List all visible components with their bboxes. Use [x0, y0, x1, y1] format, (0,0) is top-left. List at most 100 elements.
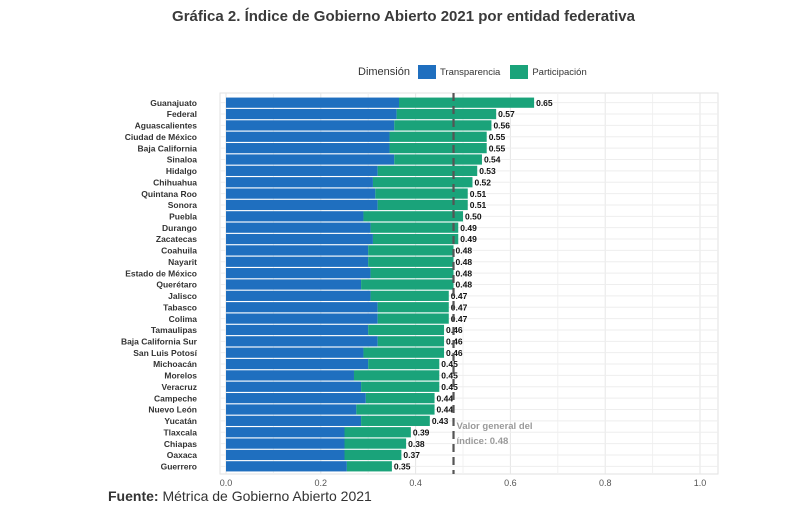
bar-transparencia	[226, 347, 364, 358]
bar-transparencia	[226, 211, 364, 222]
bar-participacion	[370, 222, 459, 233]
total-label: 0.54	[484, 155, 501, 165]
bar-participacion	[399, 97, 535, 108]
category-label: Quintana Roo	[141, 189, 197, 199]
bar-transparencia	[226, 188, 376, 199]
category-label: Chihuahua	[153, 177, 197, 187]
bar-transparencia	[226, 199, 378, 211]
bar-transparencia	[226, 427, 345, 438]
bar-transparencia	[226, 143, 390, 154]
total-label: 0.39	[413, 427, 430, 437]
x-tick-label: 1.0	[694, 478, 707, 488]
category-label: Campeche	[154, 393, 197, 403]
bar-participacion	[394, 154, 482, 165]
category-label: Baja California Sur	[121, 337, 198, 347]
total-label: 0.57	[498, 109, 515, 119]
total-label: 0.50	[465, 212, 482, 222]
bar-transparencia	[226, 279, 362, 290]
total-label: 0.53	[479, 166, 496, 176]
total-label: 0.51	[470, 189, 487, 199]
category-label: Michoacán	[153, 359, 197, 369]
category-label: Nayarit	[168, 257, 197, 267]
category-label: Nuevo León	[148, 405, 197, 415]
bar-transparencia	[226, 381, 362, 392]
bar-participacion	[344, 449, 402, 461]
bar-participacion	[394, 120, 492, 131]
chart-title: Gráfica 2. Índice de Gobierno Abierto 20…	[172, 8, 635, 25]
bar-participacion	[344, 427, 411, 438]
bar-transparencia	[226, 256, 369, 267]
category-label: Coahuila	[161, 246, 197, 256]
total-label: 0.35	[394, 462, 411, 472]
x-tick-label: 0.8	[599, 478, 612, 488]
bar-transparencia	[226, 415, 362, 426]
bar-transparencia	[226, 131, 390, 142]
total-label: 0.47	[451, 291, 468, 301]
bar-participacion	[361, 415, 430, 426]
bar-transparencia	[226, 393, 366, 404]
total-label: 0.56	[493, 121, 510, 131]
bar-transparencia	[226, 108, 397, 120]
source-text: Métrica de Gobierno Abierto 2021	[162, 488, 372, 504]
legend-swatch-participacion	[510, 65, 529, 79]
total-label: 0.55	[489, 132, 506, 142]
total-label: 0.51	[470, 200, 487, 210]
bar-transparencia	[226, 324, 369, 336]
category-label: Baja California	[137, 143, 197, 153]
bar-participacion	[377, 199, 468, 211]
category-label: Morelos	[164, 371, 197, 381]
total-label: 0.48	[456, 280, 473, 290]
category-label: Chiapas	[164, 439, 197, 449]
bar-transparencia	[226, 268, 371, 279]
reference-label-line2: índice: 0.48	[457, 436, 509, 447]
category-label: Veracruz	[162, 382, 197, 392]
total-label: 0.44	[437, 393, 454, 403]
category-label: Yucatán	[164, 416, 197, 426]
category-label: Tamaulipas	[151, 325, 197, 335]
bar-participacion	[363, 211, 463, 222]
legend-title: Dimensión	[358, 66, 410, 78]
bar-transparencia	[226, 336, 378, 347]
total-label: 0.43	[432, 416, 449, 426]
bar-participacion	[372, 233, 459, 245]
category-label: Tlaxcala	[163, 427, 197, 437]
bar-participacion	[368, 324, 445, 336]
bar-participacion	[368, 358, 440, 370]
x-tick-label: 0.4	[409, 478, 422, 488]
legend-swatch-transparencia	[417, 65, 436, 79]
bar-participacion	[356, 404, 435, 415]
reference-label-line1: Valor general del	[457, 421, 533, 432]
bar-transparencia	[226, 165, 378, 176]
bar-participacion	[377, 313, 449, 324]
category-label: Estado de México	[125, 268, 197, 278]
bar-participacion	[361, 381, 440, 392]
category-label: Federal	[167, 109, 197, 119]
category-label: Aguascalientes	[135, 121, 198, 131]
category-label: Guanajuato	[150, 98, 197, 108]
source-label: Fuente:	[108, 488, 159, 504]
category-label: Guerrero	[161, 462, 197, 472]
total-label: 0.45	[441, 359, 458, 369]
category-label: Puebla	[169, 212, 197, 222]
x-tick-label: 0.0	[220, 478, 233, 488]
total-label: 0.48	[456, 246, 473, 256]
bar-participacion	[368, 256, 454, 267]
total-label: 0.44	[437, 405, 454, 415]
bar-transparencia	[226, 313, 378, 324]
bar-transparencia	[226, 404, 357, 415]
bar-participacion	[361, 279, 454, 290]
category-label: Querétaro	[156, 280, 197, 290]
bar-transparencia	[226, 97, 400, 108]
x-tick-label: 0.2	[315, 478, 328, 488]
total-label: 0.65	[536, 98, 553, 108]
bar-transparencia	[226, 245, 369, 256]
bar-participacion	[363, 347, 445, 358]
bar-participacion	[389, 143, 487, 154]
bar-transparencia	[226, 358, 369, 370]
bar-participacion	[377, 302, 449, 313]
bar-participacion	[389, 131, 487, 142]
bar-participacion	[375, 188, 468, 199]
total-label: 0.47	[451, 314, 468, 324]
bar-participacion	[396, 108, 497, 120]
